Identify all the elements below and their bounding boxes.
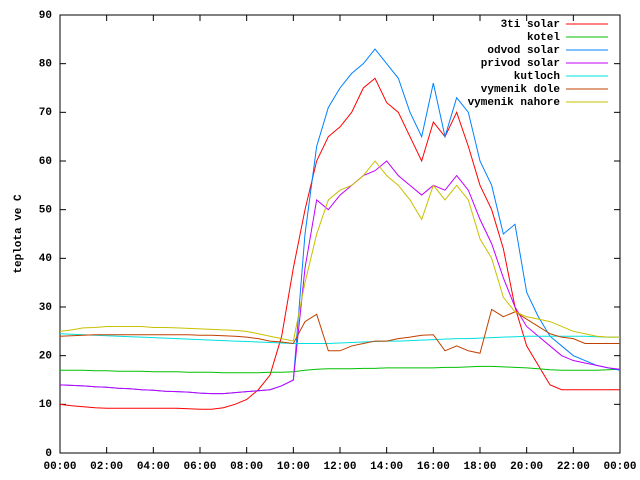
x-tick-label: 14:00 [370, 461, 403, 473]
y-tick-label: 70 [39, 107, 52, 119]
y-tick-label: 0 [45, 448, 52, 460]
y-tick-label: 30 [39, 302, 52, 314]
y-tick-label: 60 [39, 156, 52, 168]
x-tick-label: 06:00 [183, 461, 216, 473]
y-tick-label: 40 [39, 253, 52, 265]
legend-label: privod solar [481, 58, 560, 70]
y-axis-label: teplota ve C [13, 194, 25, 274]
x-tick-label: 12:00 [323, 461, 356, 473]
x-tick-label: 16:00 [417, 461, 450, 473]
y-tick-label: 50 [39, 205, 52, 217]
legend-label: kutloch [514, 71, 560, 83]
x-tick-label: 02:00 [90, 461, 123, 473]
series-line [59, 160, 620, 342]
series-line [59, 333, 620, 344]
x-tick-label: 04:00 [137, 461, 170, 473]
legend-label: odvod solar [487, 45, 560, 57]
x-tick-label: 10:00 [277, 461, 310, 473]
y-tick-label: 20 [39, 351, 52, 363]
y-tick-label: 90 [39, 10, 52, 22]
legend-label: vymenik dole [481, 84, 561, 96]
series-line [59, 308, 620, 354]
legend-label: vymenik nahore [468, 97, 561, 109]
x-tick-label: 20:00 [510, 461, 543, 473]
legend-label: 3ti solar [501, 19, 560, 31]
series-line [59, 77, 620, 410]
series-line [59, 160, 621, 395]
x-tick-label: 18:00 [463, 461, 496, 473]
x-tick-label: 08:00 [230, 461, 263, 473]
x-tick-label: 00:00 [603, 461, 636, 473]
series-line [60, 365, 621, 374]
y-tick-label: 10 [39, 399, 52, 411]
x-tick-label: 00:00 [43, 461, 76, 473]
x-tick-label: 22:00 [557, 461, 590, 473]
y-tick-label: 80 [39, 59, 52, 71]
legend-label: kotel [527, 32, 560, 44]
